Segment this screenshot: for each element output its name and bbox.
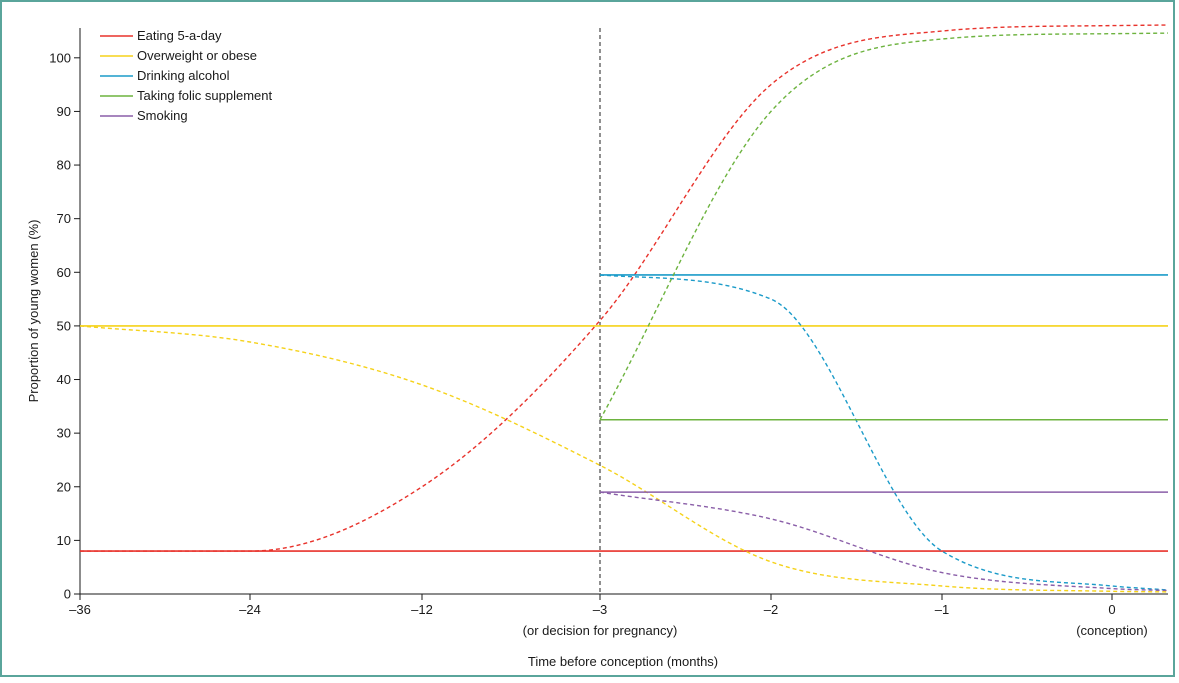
y-tick-label: 20 — [57, 479, 71, 494]
x-tick-label: –24 — [239, 602, 261, 617]
x-tick-label: –12 — [411, 602, 433, 617]
y-tick-label: 80 — [57, 158, 71, 173]
y-tick-label: 70 — [57, 211, 71, 226]
y-tick-label: 40 — [57, 372, 71, 387]
legend-label-taking-folic-supplement: Taking folic supplement — [137, 88, 273, 103]
trend-eating-5-a-day — [80, 24, 1169, 552]
y-tick-label: 30 — [57, 426, 71, 441]
y-tick-label: 50 — [57, 318, 71, 333]
legend-label-eating-5-a-day: Eating 5-a-day — [137, 28, 222, 43]
x-tick-sublabel: (or decision for pregnancy) — [523, 623, 678, 638]
y-tick-label: 10 — [57, 533, 71, 548]
x-tick-sublabel: (conception) — [1076, 623, 1148, 638]
x-tick-label: –2 — [764, 602, 778, 617]
trend-overweight-or-obese — [79, 325, 1169, 593]
x-tick-label: –3 — [593, 602, 607, 617]
trend-smoking — [599, 491, 1169, 592]
x-tick-label: 0 — [1108, 602, 1115, 617]
legend-label-drinking-alcohol: Drinking alcohol — [137, 68, 230, 83]
y-tick-label: 0 — [64, 587, 71, 602]
x-tick-label: –36 — [69, 602, 91, 617]
legend-label-overweight-or-obese: Overweight or obese — [137, 48, 257, 63]
y-tick-label: 100 — [49, 50, 71, 65]
y-tick-label: 90 — [57, 104, 71, 119]
x-tick-label: –1 — [935, 602, 949, 617]
y-tick-label: 60 — [57, 265, 71, 280]
x-axis-title: Time before conception (months) — [528, 654, 718, 669]
trend-taking-folic-supplement — [599, 32, 1169, 421]
y-axis-title: Proportion of young women (%) — [26, 220, 41, 403]
legend-label-smoking: Smoking — [137, 108, 188, 123]
trend-drinking-alcohol — [599, 274, 1169, 591]
